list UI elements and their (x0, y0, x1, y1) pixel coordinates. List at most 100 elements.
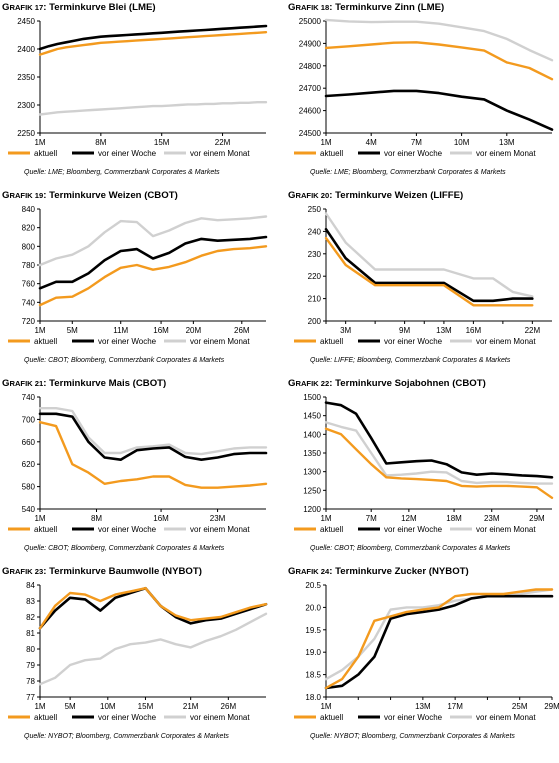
y-tick-label: 19.5 (305, 626, 321, 635)
series-line-woche (38, 235, 268, 290)
y-tick-label: 2350 (17, 73, 35, 82)
chart-plot: 540 580 620 660 700 740 1M 8M 16M 23M aktuell vor e… (8, 393, 268, 534)
x-tick-label: 4M (366, 138, 377, 147)
legend-label: aktuell (320, 525, 343, 534)
y-tick-label: 19.0 (305, 648, 321, 657)
y-tick-label: 240 (308, 227, 322, 236)
x-tick-label: 18M (446, 514, 462, 523)
chart-panel: GRAFIK 18: Terminkurve Zinn (LME) 24500 24… (288, 2, 559, 192)
y-tick-label: 83 (26, 597, 35, 606)
y-tick-label: 780 (22, 261, 36, 270)
legend-label: vor einem Monat (190, 525, 250, 534)
legend-label: aktuell (320, 149, 343, 158)
legend-label: vor einem Monat (190, 149, 250, 158)
chart-plot: 24500 24600 24700 24800 24900 25000 1M 4M 7M 10M 1… (294, 17, 554, 158)
series-line-monat (38, 407, 268, 456)
x-tick-label: 21M (183, 702, 199, 711)
chart-title-text: Terminkurve Mais (CBOT) (49, 378, 167, 389)
x-tick-label: 15M (154, 138, 170, 147)
chart-title: GRAFIK 23: Terminkurve Baumwolle (NYBOT) (2, 566, 202, 577)
y-tick-label: 20.0 (305, 603, 321, 612)
legend-label: vor einem Monat (190, 337, 250, 346)
y-tick-label: 18.0 (305, 693, 321, 702)
y-tick-label: 1500 (303, 393, 321, 402)
chart-title-prefix: GRAFIK 20 (288, 190, 330, 201)
series-line-monat (324, 212, 534, 298)
x-tick-label: 23M (210, 514, 226, 523)
y-tick-label: 20.5 (305, 581, 321, 590)
y-tick-label: 1200 (303, 505, 321, 514)
chart-source: Quelle: CBOT; Bloomberg, Commerzbank Cor… (24, 545, 225, 552)
x-tick-label: 13M (499, 138, 515, 147)
x-tick-label: 5M (67, 326, 78, 335)
y-tick-label: 660 (22, 438, 36, 447)
chart-panel: GRAFIK 19: Terminkurve Weizen (CBOT) 720 7… (2, 190, 273, 380)
y-tick-label: 760 (22, 280, 36, 289)
y-tick-label: 1250 (303, 486, 321, 495)
chart-title-prefix: GRAFIK 24 (288, 566, 330, 577)
chart-title-prefix: GRAFIK 19 (2, 190, 44, 201)
y-tick-label: 1350 (303, 449, 321, 458)
legend-label: aktuell (34, 149, 57, 158)
chart-panel: GRAFIK 17: Terminkurve Blei (LME) 2250 230… (2, 2, 273, 192)
y-tick-label: 700 (22, 415, 36, 424)
series-line-monat (324, 421, 554, 485)
y-tick-label: 24700 (299, 84, 322, 93)
x-tick-label: 29M (529, 514, 545, 523)
series-line-monat (38, 612, 268, 686)
series-line-aktuell (38, 421, 268, 489)
series-line-aktuell (324, 588, 554, 690)
chart-title-text: Terminkurve Zinn (LME) (335, 2, 445, 13)
y-tick-label: 82 (26, 613, 35, 622)
legend-label: vor einer Woche (98, 713, 157, 722)
x-tick-label: 26M (234, 326, 250, 335)
x-tick-label: 3M (340, 326, 351, 335)
chart-source: Quelle: LME; Bloomberg, Commerzbank Corp… (310, 169, 506, 176)
chart-title: GRAFIK 18: Terminkurve Zinn (LME) (288, 2, 445, 13)
series-line-aktuell (324, 41, 554, 81)
series-line-woche (324, 594, 554, 690)
chart-title: GRAFIK 21: Terminkurve Mais (CBOT) (2, 378, 167, 389)
chart-plot: 720 740 760 780 800 820 840 1M 5M 11M 16M 20M 26M akt… (8, 205, 268, 346)
x-tick-label: 7M (411, 138, 422, 147)
series-line-aktuell (324, 427, 554, 500)
y-tick-label: 2400 (17, 45, 35, 54)
chart-title-text: Terminkurve Baumwolle (NYBOT) (49, 566, 202, 577)
legend-label: vor einem Monat (190, 713, 250, 722)
chart-plot: 77 78 79 80 81 82 83 84 1M 5M 10M 15M 21M 26M aktuell v… (8, 581, 268, 722)
chart-title-prefix: GRAFIK 23 (2, 566, 44, 577)
chart-panel: GRAFIK 22: Terminkurve Sojabohnen (CBOT)… (288, 378, 559, 568)
series-line-monat (38, 100, 268, 116)
series-line-woche (324, 401, 554, 479)
x-tick-label: 23M (484, 514, 500, 523)
y-tick-label: 820 (22, 224, 36, 233)
series-line-woche (38, 24, 268, 51)
chart-title: GRAFIK 19: Terminkurve Weizen (CBOT) (2, 190, 178, 201)
legend-label: vor einem Monat (476, 525, 536, 534)
chart-title-text: Terminkurve Zucker (NYBOT) (335, 566, 469, 577)
legend-label: vor einer Woche (384, 525, 443, 534)
x-tick-label: 12M (401, 514, 417, 523)
legend-label: vor einer Woche (98, 525, 157, 534)
x-tick-label: 5M (65, 702, 76, 711)
legend-label: vor einer Woche (98, 149, 157, 158)
y-tick-label: 720 (22, 317, 36, 326)
y-tick-label: 740 (22, 298, 36, 307)
chart-plot: 2250 2300 2350 2400 2450 1M 8M 15M 22M aktuell vor… (8, 17, 268, 158)
chart-source: Quelle: CBOT; Bloomberg, Commerzbank Cor… (310, 545, 511, 552)
chart-title-prefix: GRAFIK 17 (2, 2, 44, 13)
y-tick-label: 24800 (299, 62, 322, 71)
y-tick-label: 25000 (299, 17, 322, 26)
legend-label: aktuell (320, 337, 343, 346)
x-tick-label: 8M (91, 514, 102, 523)
y-tick-label: 800 (22, 242, 36, 251)
x-tick-label: 16M (153, 514, 169, 523)
chart-title-text: Terminkurve Weizen (LIFFE) (335, 190, 464, 201)
x-tick-label: 13M (436, 326, 452, 335)
series-line-woche (324, 227, 534, 303)
legend-label: vor einer Woche (384, 337, 443, 346)
legend-label: vor einem Monat (476, 149, 536, 158)
series-line-monat (324, 18, 554, 62)
legend-label: aktuell (34, 337, 57, 346)
x-tick-label: 16M (153, 326, 169, 335)
